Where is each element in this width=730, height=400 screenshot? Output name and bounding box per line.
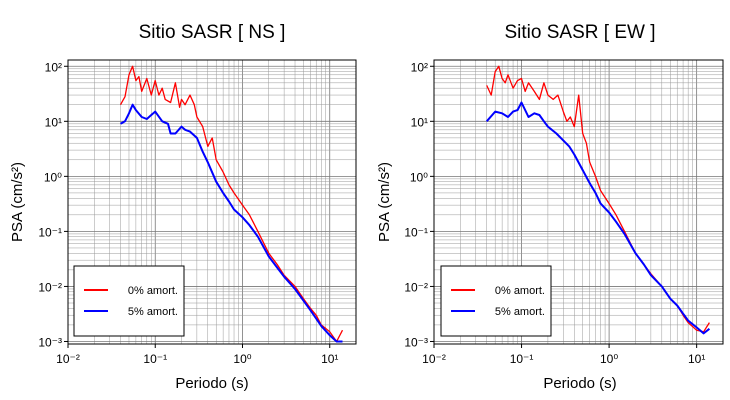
axis-ticks: 10⁻² 10⁻¹ 10⁰ 10¹ 10⁻³ 10⁻² 10⁻¹ 10⁰ 10¹ 10² <box>404 60 705 366</box>
y-tick-label: 10¹ <box>411 115 428 129</box>
chart-title: Sitio SASR [ NS ] <box>139 22 286 43</box>
plot-frame <box>433 59 724 345</box>
grid-lines <box>67 60 357 345</box>
y-tick-label: 10⁻³ <box>404 335 428 349</box>
series-layer <box>485 65 711 335</box>
series-line-amort-0 <box>119 65 344 343</box>
y-tick-label: 10⁰ <box>410 170 428 184</box>
y-tick-label: 10² <box>411 60 428 74</box>
legend-box <box>73 265 185 337</box>
x-axis-label: Periodo (s) <box>175 375 248 392</box>
legend-label-1: 5% amort. <box>495 306 545 318</box>
axis-ticks: 10⁻² 10⁻¹ 10⁰ 10¹ 10⁻³ 10⁻² 10⁻¹ 10⁰ 10¹ 10² <box>38 60 338 366</box>
y-tick-label: 10¹ <box>45 115 62 129</box>
x-tick-label: 10⁻¹ <box>143 352 167 366</box>
series-line-amort-5 <box>485 101 711 335</box>
y-tick-label: 10⁻¹ <box>38 225 62 239</box>
x-tick-label: 10¹ <box>688 352 705 366</box>
legend: 0% amort. 5% amort. <box>73 265 185 337</box>
x-tick-label: 10⁻² <box>56 352 80 366</box>
y-axis-label: PSA (cm/s²) <box>376 162 393 242</box>
x-tick-label: 10¹ <box>321 352 338 366</box>
x-tick-label: 10⁰ <box>600 352 618 366</box>
legend-box <box>440 265 552 337</box>
chart-panel-ns: Sitio SASR [ NS ] 10⁻² 10⁻¹ 10⁰ 10¹10⁻³10⁻²… <box>9 22 357 392</box>
y-tick-label: 10⁻² <box>38 280 62 294</box>
y-tick-label: 10⁻² <box>404 280 428 294</box>
x-axis-label: Periodo (s) <box>543 375 616 392</box>
legend-label-0: 0% amort. <box>128 285 178 297</box>
legend-label-1: 5% amort. <box>128 306 178 318</box>
x-tick-label: 10⁻² <box>422 352 446 366</box>
series-layer <box>119 65 344 343</box>
y-tick-label: 10⁰ <box>44 170 62 184</box>
x-tick-label: 10⁻¹ <box>510 352 534 366</box>
chart-title: Sitio SASR [ EW ] <box>505 22 656 43</box>
y-tick-label: 10⁻³ <box>38 335 62 349</box>
x-tick-label: 10⁰ <box>233 352 251 366</box>
y-tick-label: 10⁻¹ <box>404 225 428 239</box>
legend: 0% amort. 5% amort. <box>440 265 552 337</box>
chart-panel-ew: Sitio SASR [ EW ] 10⁻² 10⁻¹ 10⁰ 10¹10⁻³10⁻²… <box>376 22 724 392</box>
series-line-amort-5 <box>120 103 343 343</box>
legend-label-0: 0% amort. <box>495 285 545 297</box>
plot-frame <box>67 59 357 345</box>
y-axis-label: PSA (cm/s²) <box>9 162 26 242</box>
y-tick-label: 10² <box>45 60 62 74</box>
